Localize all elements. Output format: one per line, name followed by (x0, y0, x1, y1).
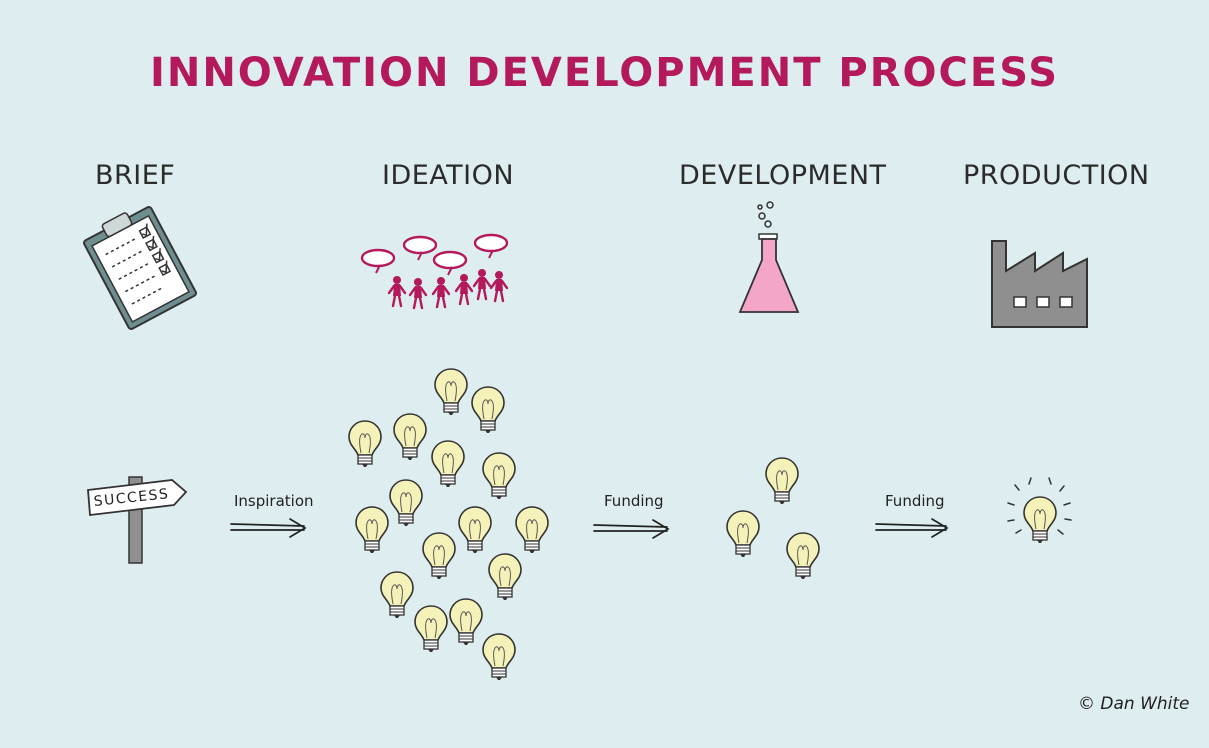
lightbulb-icon (431, 440, 465, 488)
stage-label-production: PRODUCTION (963, 160, 1150, 191)
arrow-funding-2 (875, 518, 949, 538)
flask-icon (738, 201, 800, 313)
lightbulb-icon (482, 452, 516, 500)
lightbulb-icon (434, 368, 468, 416)
lightbulb-icon (488, 553, 522, 601)
lightbulb-icon (355, 506, 389, 554)
signpost-label: SUCCESS (93, 486, 170, 510)
page-title: INNOVATION DEVELOPMENT PROCESS (149, 50, 1060, 96)
arrow-label-funding-2: Funding (885, 492, 945, 510)
lightbulb-icon (348, 420, 382, 468)
stage-label-brief: BRIEF (95, 160, 176, 191)
production-bulb (1007, 477, 1072, 544)
credit: © Dan White (1078, 694, 1190, 714)
people-talking-icon (360, 233, 509, 310)
lightbulb-icon (458, 506, 492, 554)
lightbulb-icon (726, 510, 760, 558)
clipboard-checklist-icon (83, 206, 197, 330)
lightbulb-icon (380, 571, 414, 619)
lightbulb-icon (471, 386, 505, 434)
stage-label-development: DEVELOPMENT (679, 160, 887, 191)
ideation-bulb-cluster (348, 368, 549, 681)
lightbulb-icon (786, 532, 820, 580)
lightbulb-icon (515, 506, 549, 554)
lightbulb-icon (765, 457, 799, 505)
arrow-label-funding-1: Funding (604, 492, 664, 510)
lightbulb-icon (389, 479, 423, 527)
lightbulb-icon (414, 605, 448, 653)
arrow-funding-1 (593, 519, 670, 539)
lightbulb-icon (393, 413, 427, 461)
development-bulb-cluster (726, 457, 820, 580)
lightbulb-icon (1023, 496, 1057, 544)
arrow-label-inspiration: Inspiration (234, 492, 314, 510)
glow-rays (1007, 477, 1072, 535)
arrow-inspiration (230, 518, 307, 538)
lightbulb-icon (482, 633, 516, 681)
success-signpost: SUCCESS (87, 476, 188, 564)
lightbulb-icon (422, 532, 456, 580)
factory-icon (991, 240, 1088, 328)
lightbulb-icon (449, 598, 483, 646)
stage-label-ideation: IDEATION (382, 160, 515, 191)
